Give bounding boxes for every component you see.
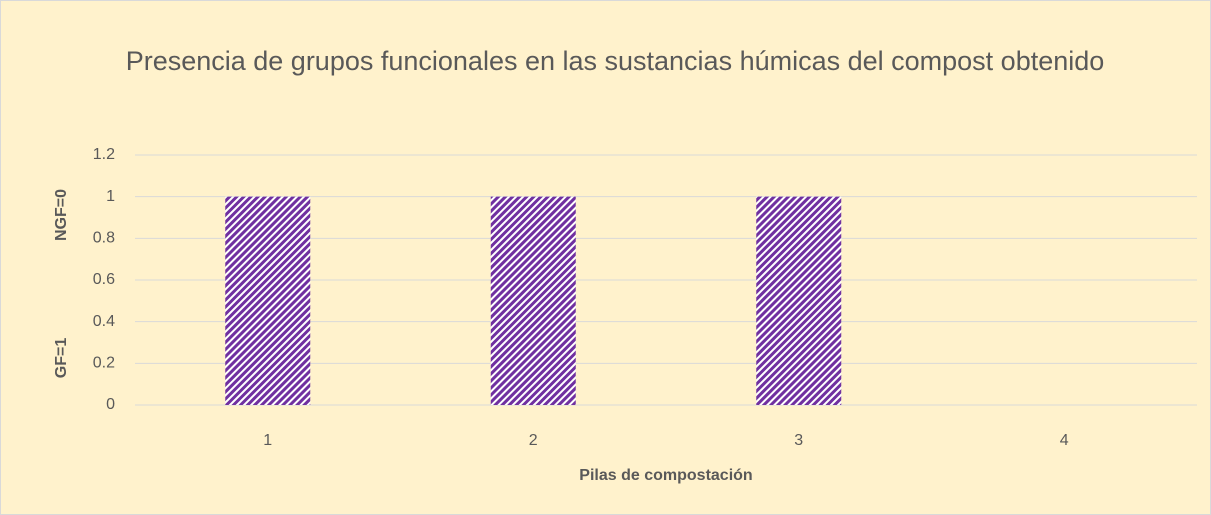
y-tick-label: 0 [106, 396, 115, 413]
y-axis-label: NGF=0 [53, 189, 70, 241]
x-tick-label: 3 [794, 432, 803, 449]
x-tick-label: 2 [529, 432, 538, 449]
y-tick-label: 0.6 [93, 271, 115, 288]
bar [756, 196, 842, 405]
bar [225, 196, 311, 405]
x-axis-label: Pilas de compostación [579, 467, 752, 484]
y-tick-label: 1 [106, 188, 115, 205]
x-tick-label: 4 [1060, 432, 1069, 449]
y-tick-label: 1.2 [93, 146, 115, 163]
x-tick-label: 1 [263, 432, 272, 449]
y-tick-label: 0.8 [93, 230, 115, 247]
y-tick-label: 0.4 [93, 313, 115, 330]
y-tick-label: 0.2 [93, 355, 115, 372]
bar [490, 196, 576, 405]
y-axis-label: GF=1 [53, 338, 70, 379]
chart-title: Presencia de grupos funcionales en las s… [125, 46, 1105, 76]
